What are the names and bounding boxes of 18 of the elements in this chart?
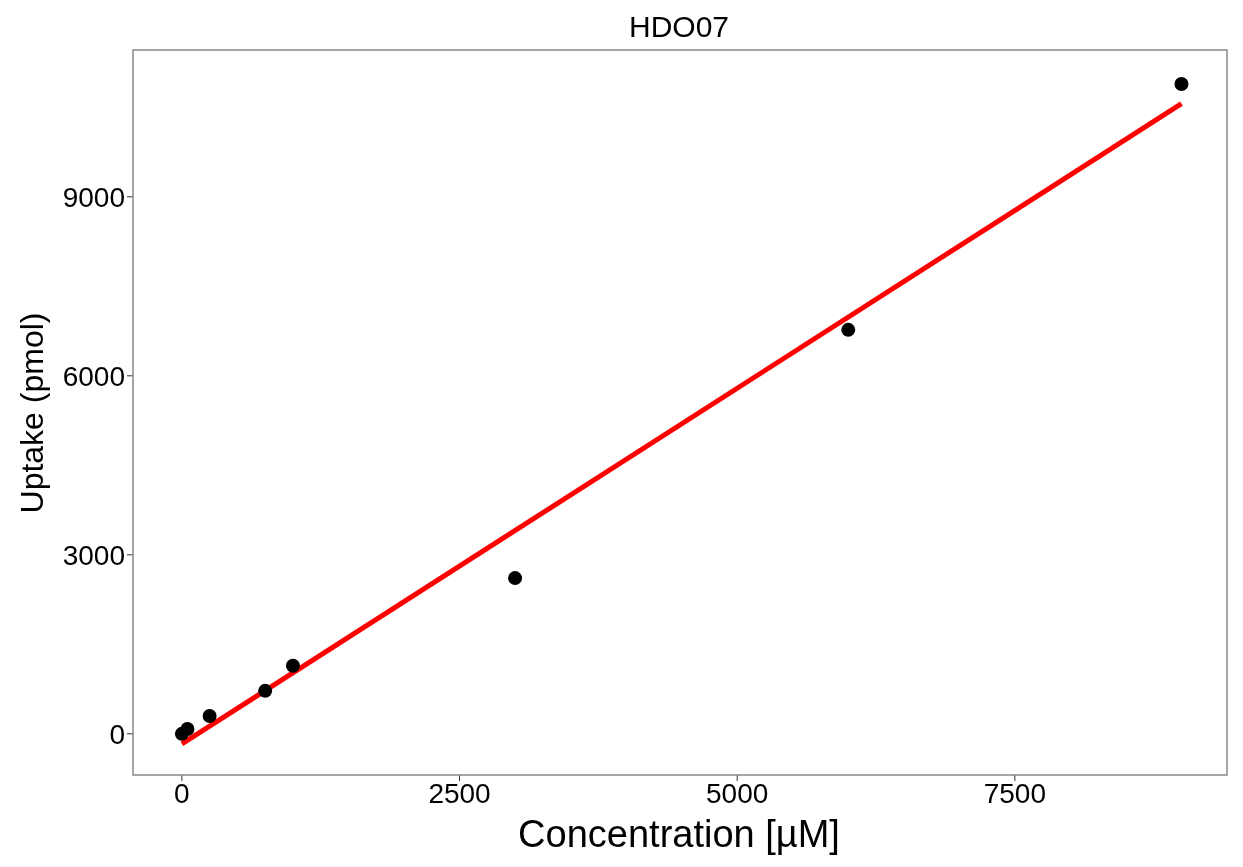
point — [841, 322, 856, 337]
x-tick-label: 0 — [174, 777, 190, 809]
point — [1174, 77, 1189, 92]
y-tick-label: 0 — [109, 718, 125, 750]
chart-title: HDO07 — [627, 10, 730, 44]
y-tick-label: 9000 — [62, 181, 125, 213]
x-tick-label: 5000 — [706, 777, 769, 809]
point — [285, 658, 300, 673]
point — [508, 571, 523, 586]
x-axis-title: Concentration [µM] — [517, 813, 841, 856]
point — [180, 722, 195, 737]
point — [202, 708, 217, 723]
y-tick-label: 6000 — [62, 360, 125, 392]
y-tick-label: 3000 — [62, 539, 125, 571]
point — [258, 683, 273, 698]
x-tick-label: 7500 — [983, 777, 1047, 809]
y-axis-title: Uptake (pmol) — [13, 312, 51, 513]
x-tick-label: 2500 — [428, 777, 491, 809]
